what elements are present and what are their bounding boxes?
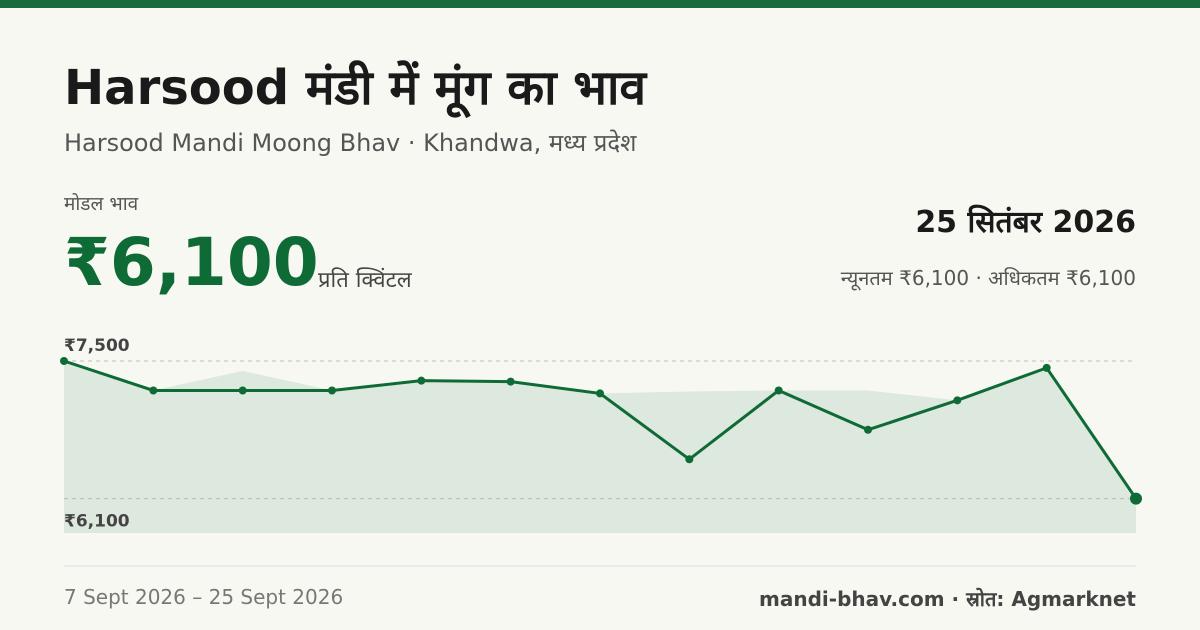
subtitle: Harsood Mandi Moong Bhav · Khandwa, मध्य…	[64, 129, 637, 157]
period: 7 Sept 2026 – 25 Sept 2026	[64, 585, 344, 609]
point	[1042, 363, 1051, 372]
y-tick-label: ₹6,100	[64, 512, 130, 532]
point	[506, 377, 515, 386]
point	[60, 357, 68, 365]
price-value: ₹6,100	[64, 224, 319, 301]
price-unit: प्रति क्विंटल	[318, 268, 412, 293]
point	[864, 425, 872, 434]
price-range: न्यूनतम ₹6,100 · अधिकतम ₹6,100	[840, 266, 1136, 290]
source: mandi-bhav.com · स्रोत: Agmarknet	[759, 587, 1136, 611]
point	[149, 386, 158, 395]
title: Harsood मंडी में मूंग का भाव	[64, 60, 647, 116]
point	[596, 389, 604, 398]
y-tick-label: ₹7,500	[64, 336, 130, 356]
point	[953, 396, 962, 405]
date: 25 सितंबर 2026	[915, 205, 1136, 240]
point	[417, 376, 426, 385]
point	[1130, 492, 1142, 505]
point	[685, 455, 694, 464]
point	[774, 386, 783, 395]
area	[64, 361, 1136, 533]
price-label: मोडल भाव	[64, 193, 139, 215]
top-bar	[0, 0, 1200, 8]
point	[238, 386, 247, 395]
point	[328, 386, 336, 395]
